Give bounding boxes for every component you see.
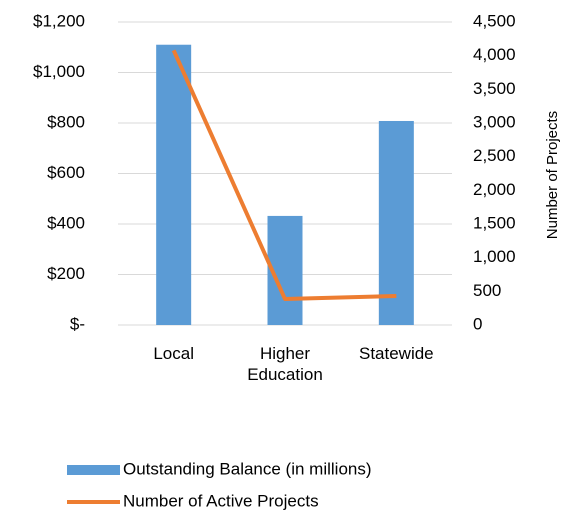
y2-tick-label: 2,500 (473, 146, 516, 165)
y2-axis-label: Number of Projects (544, 111, 561, 239)
x-tick-label: Statewide (358, 344, 434, 363)
y-tick-label: $400 (47, 213, 85, 232)
legend-label: Outstanding Balance (in millions) (123, 459, 372, 478)
x-tick-label: Higher Education (247, 344, 323, 384)
y-tick-label: $- (70, 314, 85, 333)
y2-tick-label: 1,000 (473, 247, 516, 266)
y-tick-label: $800 (47, 112, 85, 131)
y-tick-label: $1,200 (33, 11, 85, 30)
y2-tick-label: 0 (473, 314, 482, 333)
y-tick-label: $1,000 (33, 62, 85, 81)
x-tick-label: Local (153, 344, 194, 363)
y2-tick-label: 2,000 (473, 180, 516, 199)
bar (378, 120, 414, 325)
y-tick-label: $600 (47, 163, 85, 182)
line (171, 49, 397, 302)
legend-label: Number of Active Projects (123, 491, 319, 510)
y2-tick-label: 3,500 (473, 79, 516, 98)
y2-tick-label: 4,000 (473, 45, 516, 64)
y2-tick-label: 3,000 (473, 112, 516, 131)
y-tick-label: $200 (47, 264, 85, 283)
y2-tick-label: 500 (473, 281, 501, 300)
y2-tick-label: 1,500 (473, 213, 516, 232)
bar (156, 44, 192, 325)
y2-tick-label: 4,500 (473, 11, 516, 30)
legend-swatch (67, 465, 120, 475)
